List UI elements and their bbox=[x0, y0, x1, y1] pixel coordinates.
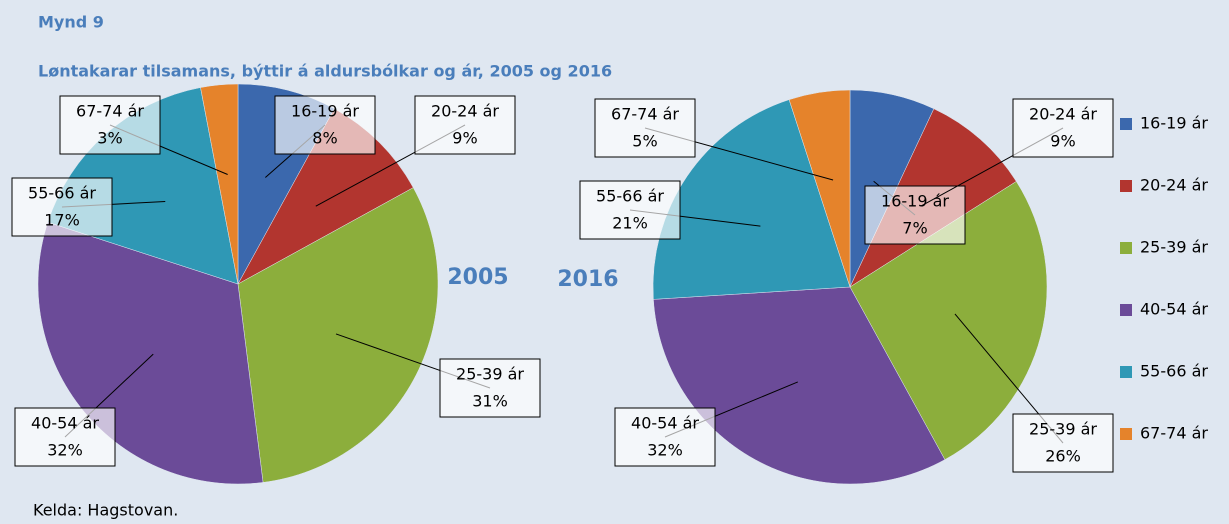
label-box bbox=[614, 407, 716, 467]
legend-label: 25-39 ár bbox=[1140, 238, 1208, 257]
data-label-category: 20-24 ár bbox=[431, 102, 499, 121]
pie-slice bbox=[849, 181, 1048, 460]
source: Kelda: Hagstovan. bbox=[33, 501, 178, 520]
data-label-value: 8% bbox=[312, 129, 337, 148]
label-box bbox=[579, 180, 681, 240]
pie-slice bbox=[653, 286, 946, 485]
data-label-category: 16-19 ár bbox=[291, 102, 359, 121]
legend-swatch bbox=[1120, 304, 1132, 316]
data-label-category: 55-66 ár bbox=[28, 184, 96, 203]
data-label-value: 26% bbox=[1045, 447, 1081, 466]
legend-swatch bbox=[1120, 118, 1132, 130]
data-label-category: 67-74 ár bbox=[76, 102, 144, 121]
legend-swatch bbox=[1120, 366, 1132, 378]
data-label-value: 17% bbox=[44, 211, 80, 230]
data-label-value: 9% bbox=[452, 129, 477, 148]
pie-slice bbox=[652, 99, 851, 300]
label-box bbox=[864, 185, 966, 245]
label-box bbox=[414, 95, 516, 155]
legend-swatch bbox=[1120, 242, 1132, 254]
chart-title: Løntakarar tilsamans, býttir á aldursból… bbox=[38, 62, 612, 81]
data-label-category: 25-39 ár bbox=[1029, 420, 1097, 439]
legend-label: 40-54 ár bbox=[1140, 300, 1208, 319]
data-label-value: 21% bbox=[612, 214, 648, 233]
label-box bbox=[274, 95, 376, 155]
label-box bbox=[11, 177, 113, 237]
label-box bbox=[14, 407, 116, 467]
data-label-category: 40-54 ár bbox=[31, 414, 99, 433]
legend-label: 16-19 ár bbox=[1140, 114, 1208, 133]
pie-slice bbox=[788, 89, 851, 288]
label-box bbox=[439, 358, 541, 418]
legend-label: 67-74 ár bbox=[1140, 424, 1208, 443]
data-label-value: 9% bbox=[1050, 132, 1075, 151]
legend-swatch bbox=[1120, 180, 1132, 192]
data-label-value: 31% bbox=[472, 392, 508, 411]
data-label-category: 25-39 ár bbox=[456, 365, 524, 384]
legend-swatch bbox=[1120, 428, 1132, 440]
pie-slice bbox=[200, 83, 239, 285]
data-label-value: 32% bbox=[647, 441, 683, 460]
data-label-category: 20-24 ár bbox=[1029, 105, 1097, 124]
label-box bbox=[594, 98, 696, 158]
data-label-category: 16-19 ár bbox=[881, 192, 949, 211]
label-box bbox=[1012, 413, 1114, 473]
figure-number: Mynd 9 bbox=[38, 13, 104, 32]
data-label-category: 40-54 ár bbox=[631, 414, 699, 433]
data-label-value: 3% bbox=[97, 129, 122, 148]
legend-label: 55-66 ár bbox=[1140, 362, 1208, 381]
data-label-category: 55-66 ár bbox=[596, 187, 664, 206]
pie-title: 2016 bbox=[557, 267, 618, 292]
data-label-value: 7% bbox=[902, 219, 927, 238]
data-label-value: 32% bbox=[47, 441, 83, 460]
legend-label: 20-24 ár bbox=[1140, 176, 1208, 195]
label-box bbox=[59, 95, 161, 155]
pie-title: 2005 bbox=[447, 265, 508, 290]
data-label-category: 67-74 ár bbox=[611, 105, 679, 124]
data-label-value: 5% bbox=[632, 132, 657, 151]
label-box bbox=[1012, 98, 1114, 158]
